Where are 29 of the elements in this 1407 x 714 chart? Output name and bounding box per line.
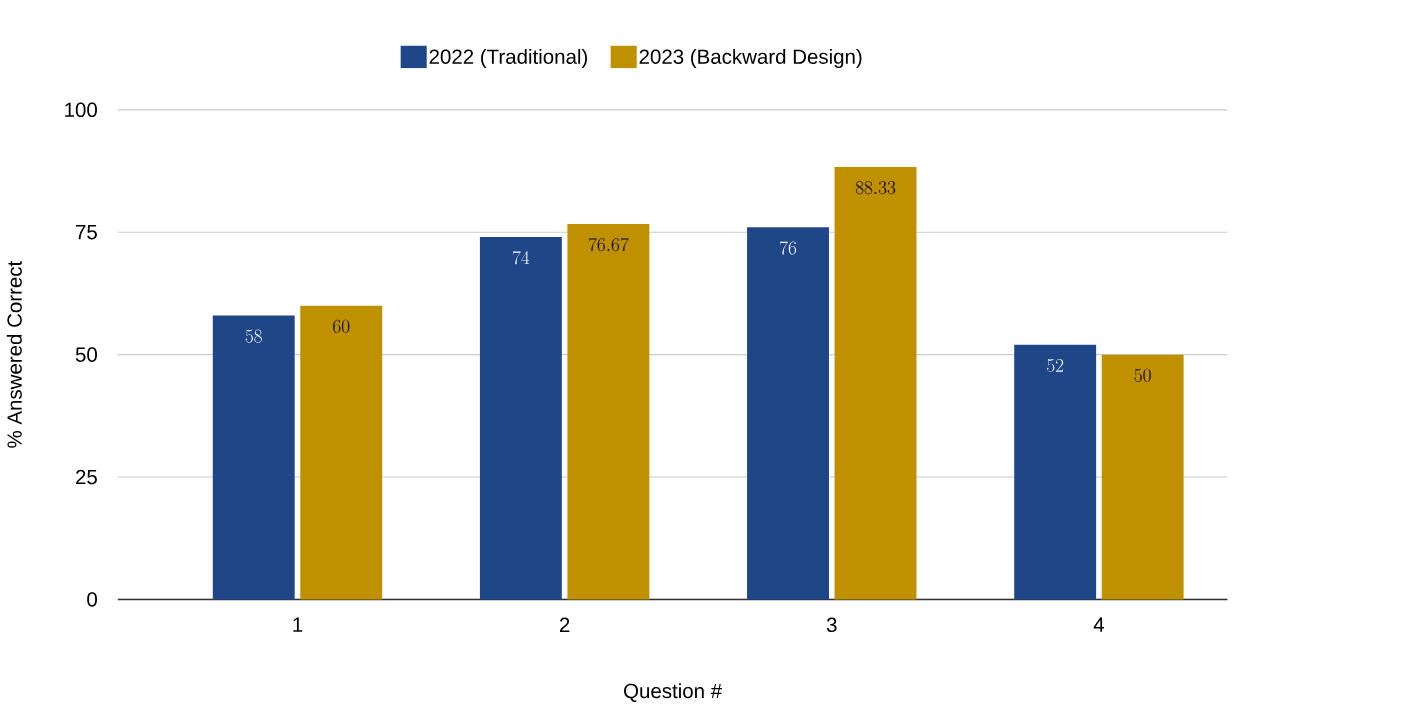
data-label: 58 [245,329,262,343]
bar [567,224,650,600]
x-tick-label: 4 [1093,617,1105,632]
x-tick-label: 1 [293,617,303,632]
x-axis-title: Question # [624,683,722,702]
bar [1014,344,1097,600]
data-label: 74 [512,250,530,265]
bar [300,305,383,600]
data-label: 52 [1047,359,1064,373]
data-label: 50 [1134,368,1151,382]
y-tick-label: 50 [75,347,97,362]
y-tick-label: 25 [76,469,97,485]
legend-label: 2023 (Backward Design) [639,48,862,69]
y-tick-label: 100 [65,102,97,118]
y-tick-label: 0 [87,592,97,607]
legend-label: 2022 (Traditional) [429,48,588,69]
data-label: 88.33 [855,181,896,195]
data-label: 76.67 [588,237,629,252]
y-tick-label: 75 [76,225,97,240]
x-tick-label: 2 [559,617,570,632]
bar [212,315,295,600]
data-label: 60 [333,319,350,333]
bar [479,237,562,600]
bar [834,166,917,600]
data-label: 76 [780,241,797,255]
bar [747,227,829,600]
bar [1101,354,1184,600]
x-tick-label: 3 [826,617,837,633]
y-axis-title: % Answered Correct [6,260,22,448]
